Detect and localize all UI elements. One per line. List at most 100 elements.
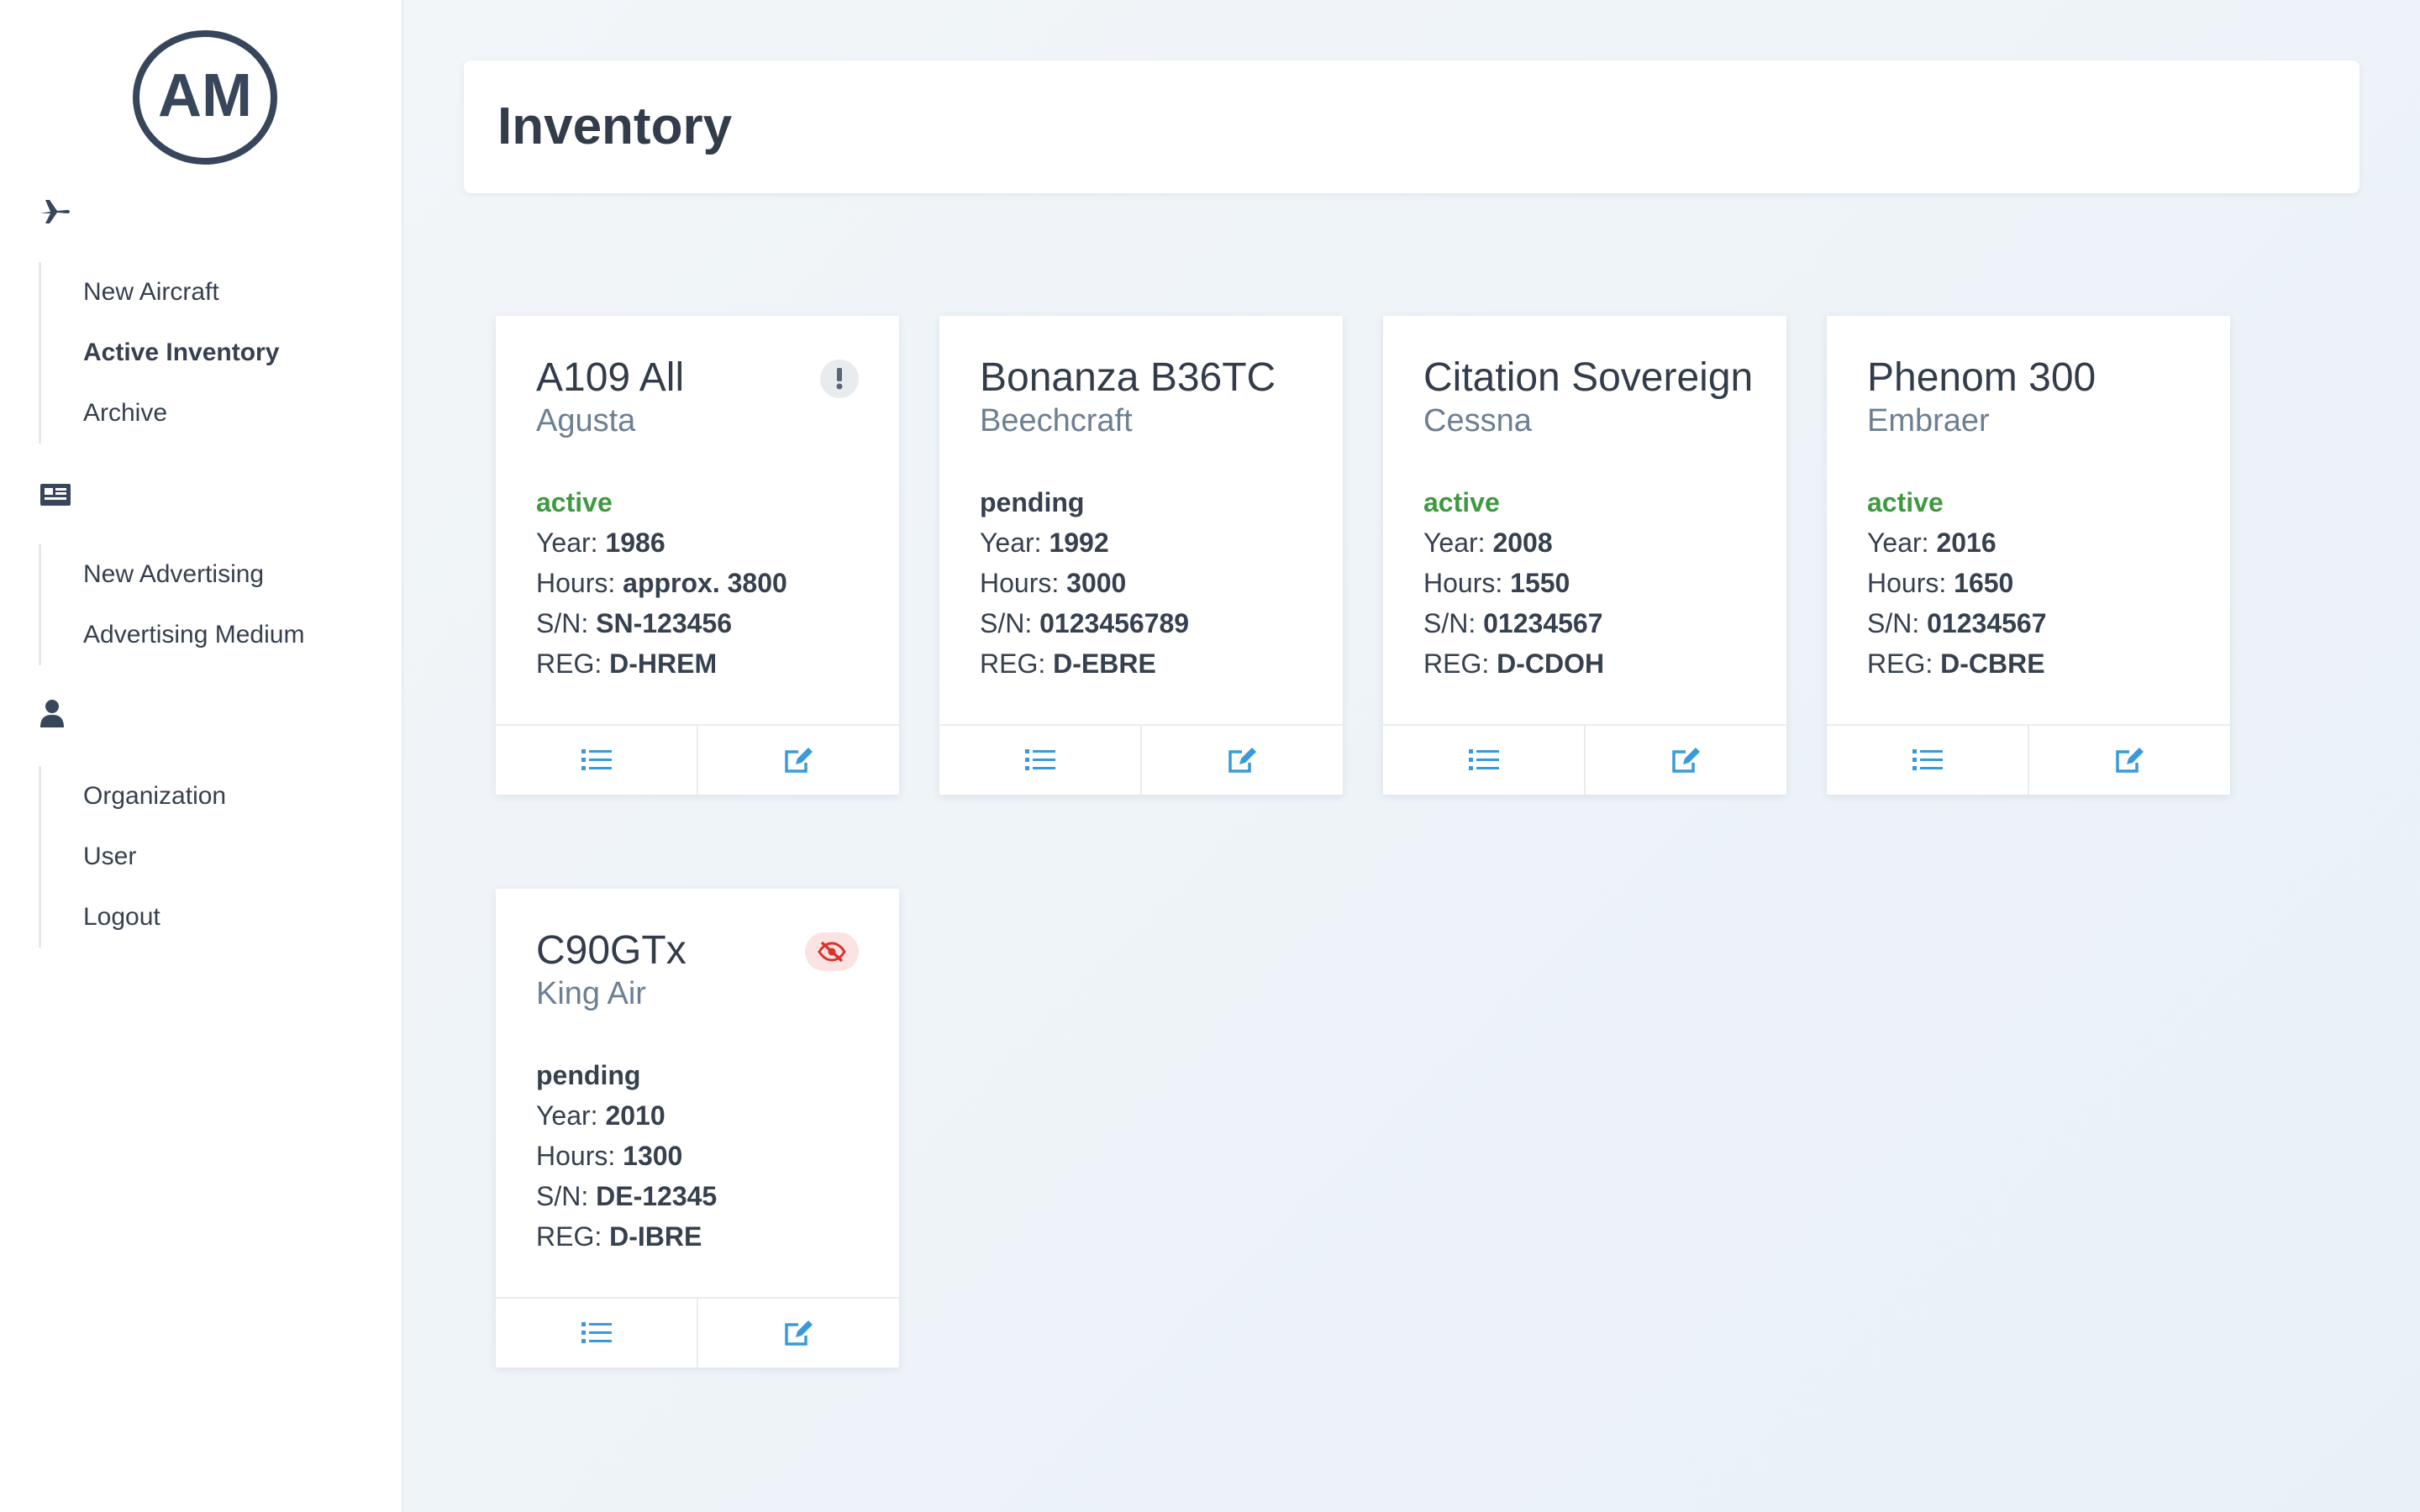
year-label: Year:	[536, 1100, 598, 1131]
details-button[interactable]	[939, 726, 1140, 795]
sidebar-item-advertising-medium[interactable]: Advertising Medium	[83, 621, 305, 648]
svg-text:AM: AM	[158, 62, 252, 129]
year-label: Year:	[1423, 528, 1486, 558]
aircraft-manufacturer: King Air	[536, 976, 646, 1011]
list-icon	[581, 1322, 612, 1343]
edit-button[interactable]	[697, 726, 899, 795]
aircraft-details: active Year: 2008 Hours: 1550 S/N: 01234…	[1423, 482, 1604, 684]
page-title: Inventory	[497, 97, 733, 155]
reg-label: REG:	[1423, 648, 1490, 679]
edit-icon	[2115, 748, 2144, 773]
edit-button[interactable]	[697, 1299, 899, 1368]
sidebar: AM New Aircraft Active Inventory Archive…	[0, 0, 403, 1512]
year-value: 2016	[1936, 528, 1996, 558]
aircraft-card: Citation Sovereign Cessna active Year: 2…	[1383, 316, 1786, 795]
sn-label: S/N:	[536, 1181, 589, 1211]
aircraft-details: pending Year: 1992 Hours: 3000 S/N: 0123…	[980, 482, 1189, 684]
year-value: 2008	[1492, 528, 1553, 558]
sn-label: S/N:	[1867, 608, 1920, 638]
aircraft-title: Bonanza B36TC	[980, 355, 1276, 400]
main-content: Inventory A109 All Agusta active Year: 1…	[402, 0, 2420, 1512]
sidebar-item-new-aircraft[interactable]: New Aircraft	[83, 278, 219, 306]
year-label: Year:	[980, 528, 1042, 558]
year-label: Year:	[536, 528, 598, 558]
list-icon	[1024, 749, 1055, 770]
aircraft-card: C90GTx King Air pending Year: 2010 Hours…	[496, 889, 899, 1368]
sidebar-item-active-inventory[interactable]: Active Inventory	[83, 339, 280, 366]
reg-value: D-CBRE	[1940, 648, 2045, 679]
list-icon	[581, 749, 612, 770]
aircraft-title: C90GTx	[536, 928, 687, 973]
details-button[interactable]	[1383, 726, 1584, 795]
aircraft-title: Phenom 300	[1867, 355, 2096, 400]
list-icon	[1912, 749, 1943, 770]
sn-value: DE-12345	[596, 1181, 718, 1211]
sidebar-item-archive[interactable]: Archive	[83, 399, 168, 427]
edit-icon	[784, 1320, 813, 1346]
sidebar-item-logout[interactable]: Logout	[83, 903, 160, 931]
status-badge: active	[1867, 487, 1944, 517]
aircraft-manufacturer: Agusta	[536, 403, 636, 438]
card-actions	[496, 1297, 899, 1368]
sn-value: 0123456789	[1039, 608, 1190, 638]
edit-button[interactable]	[1584, 726, 1786, 795]
hours-label: Hours:	[1423, 568, 1503, 598]
year-value: 2010	[605, 1100, 666, 1131]
aircraft-menu: New Aircraft Active Inventory Archive	[39, 262, 279, 444]
hours-value: 1300	[623, 1141, 683, 1171]
sidebar-item-organization[interactable]: Organization	[83, 782, 227, 810]
user-icon	[40, 700, 64, 727]
aircraft-manufacturer: Beechcraft	[980, 403, 1133, 438]
aircraft-manufacturer: Cessna	[1423, 403, 1532, 438]
sn-label: S/N:	[980, 608, 1033, 638]
edit-icon	[1228, 748, 1256, 773]
card-actions	[1383, 724, 1786, 795]
eye-slash-icon[interactable]	[805, 932, 859, 971]
sn-label: S/N:	[536, 608, 589, 638]
edit-icon	[1671, 748, 1700, 773]
reg-value: D-IBRE	[609, 1221, 702, 1252]
edit-button[interactable]	[2028, 726, 2230, 795]
status-badge: active	[1423, 487, 1500, 517]
sn-label: S/N:	[1423, 608, 1476, 638]
status-badge: pending	[536, 1060, 641, 1090]
card-actions	[939, 724, 1343, 795]
aircraft-details: active Year: 2016 Hours: 1650 S/N: 01234…	[1867, 482, 2047, 684]
hours-label: Hours:	[536, 568, 616, 598]
sidebar-item-new-advertising[interactable]: New Advertising	[83, 560, 265, 588]
edit-icon	[784, 748, 813, 773]
reg-value: D-EBRE	[1053, 648, 1156, 679]
logo-icon[interactable]: AM	[131, 29, 279, 166]
reg-label: REG:	[980, 648, 1046, 679]
aircraft-details: active Year: 1986 Hours: approx. 3800 S/…	[536, 482, 787, 684]
edit-button[interactable]	[1140, 726, 1343, 795]
aircraft-title: A109 All	[536, 355, 685, 400]
details-button[interactable]	[496, 726, 697, 795]
advertising-menu: New Advertising Advertising Medium	[39, 544, 304, 665]
reg-label: REG:	[536, 648, 602, 679]
hours-label: Hours:	[980, 568, 1060, 598]
status-badge: pending	[980, 487, 1085, 517]
hours-value: 3000	[1066, 568, 1127, 598]
details-button[interactable]	[1827, 726, 2028, 795]
aircraft-card: Bonanza B36TC Beechcraft pending Year: 1…	[939, 316, 1343, 795]
aircraft-details: pending Year: 2010 Hours: 1300 S/N: DE-1…	[536, 1055, 717, 1257]
sn-value: SN-123456	[596, 608, 733, 638]
details-button[interactable]	[496, 1299, 697, 1368]
year-value: 1986	[605, 528, 666, 558]
page-header: Inventory	[464, 60, 2360, 193]
account-menu: Organization User Logout	[39, 766, 226, 948]
aircraft-card: Phenom 300 Embraer active Year: 2016 Hou…	[1827, 316, 2230, 795]
sn-value: 01234567	[1927, 608, 2047, 638]
plane-icon	[40, 200, 70, 223]
aircraft-title: Citation Sovereign	[1423, 355, 1754, 400]
reg-value: D-CDOH	[1497, 648, 1605, 679]
aircraft-card: A109 All Agusta active Year: 1986 Hours:…	[496, 316, 899, 795]
exclamation-icon[interactable]	[820, 360, 859, 398]
aircraft-manufacturer: Embraer	[1867, 403, 1990, 438]
status-badge: active	[536, 487, 613, 517]
sidebar-item-user[interactable]: User	[83, 843, 137, 870]
card-actions	[496, 724, 899, 795]
list-icon	[1468, 749, 1499, 770]
newspaper-icon	[40, 484, 71, 506]
